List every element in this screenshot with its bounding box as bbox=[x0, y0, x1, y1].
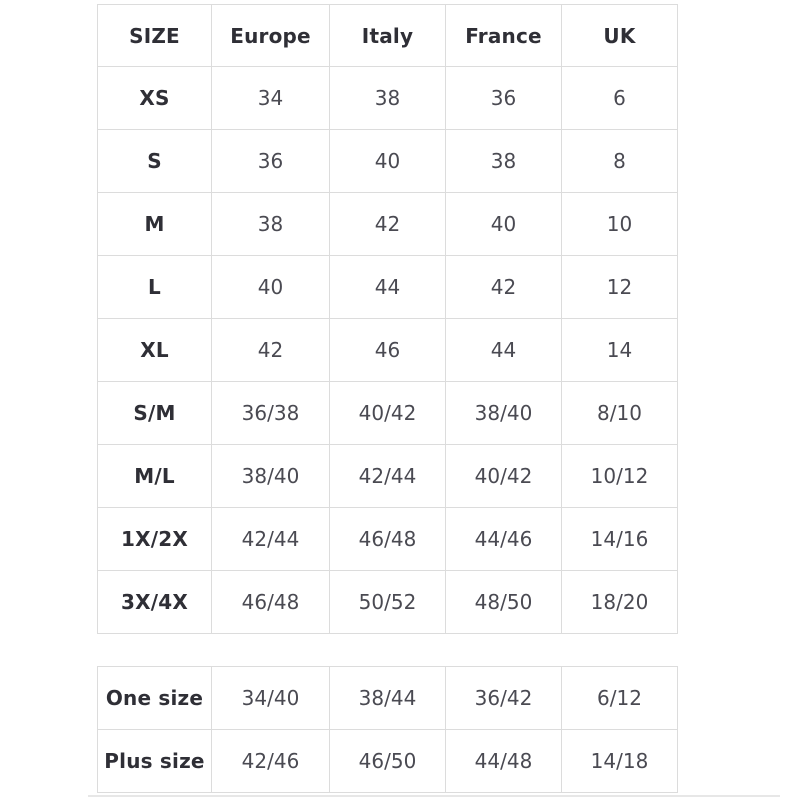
value-cell: 40 bbox=[329, 129, 446, 193]
value-cell: 12 bbox=[561, 255, 678, 319]
value-cell: 6 bbox=[561, 66, 678, 130]
value-cell: 46/48 bbox=[329, 507, 446, 571]
size-label: XL bbox=[97, 318, 212, 382]
value-cell: 18/20 bbox=[561, 570, 678, 634]
size-label: 1X/2X bbox=[97, 507, 212, 571]
table-row-xl: XL 42 46 44 14 bbox=[97, 318, 678, 382]
header-cell-europe: Europe bbox=[211, 4, 330, 67]
table-row-m: M 38 42 40 10 bbox=[97, 192, 678, 256]
value-cell: 46/48 bbox=[211, 570, 330, 634]
header-cell-size: SIZE bbox=[97, 4, 212, 67]
value-cell: 8/10 bbox=[561, 381, 678, 445]
value-cell: 38/44 bbox=[329, 666, 446, 730]
value-cell: 38 bbox=[445, 129, 562, 193]
value-cell: 40/42 bbox=[445, 444, 562, 508]
size-conversion-table: SIZE Europe Italy France UK XS 34 38 36 … bbox=[97, 4, 678, 634]
value-cell: 36/42 bbox=[445, 666, 562, 730]
value-cell: 34 bbox=[211, 66, 330, 130]
value-cell: 42 bbox=[445, 255, 562, 319]
value-cell: 48/50 bbox=[445, 570, 562, 634]
value-cell: 38 bbox=[329, 66, 446, 130]
size-label: One size bbox=[97, 666, 212, 730]
value-cell: 36/38 bbox=[211, 381, 330, 445]
value-cell: 40 bbox=[445, 192, 562, 256]
special-sizes-table: One size 34/40 38/44 36/42 6/12 Plus siz… bbox=[97, 666, 678, 793]
value-cell: 14/18 bbox=[561, 729, 678, 793]
value-cell: 42/44 bbox=[211, 507, 330, 571]
value-cell: 42/46 bbox=[211, 729, 330, 793]
size-label: 3X/4X bbox=[97, 570, 212, 634]
size-label: Plus size bbox=[97, 729, 212, 793]
table-row-xs: XS 34 38 36 6 bbox=[97, 66, 678, 130]
value-cell: 40/42 bbox=[329, 381, 446, 445]
table-row-s: S 36 40 38 8 bbox=[97, 129, 678, 193]
value-cell: 44/46 bbox=[445, 507, 562, 571]
value-cell: 38 bbox=[211, 192, 330, 256]
size-label: M bbox=[97, 192, 212, 256]
value-cell: 42/44 bbox=[329, 444, 446, 508]
value-cell: 42 bbox=[329, 192, 446, 256]
value-cell: 6/12 bbox=[561, 666, 678, 730]
table-row-one-size: One size 34/40 38/44 36/42 6/12 bbox=[97, 666, 678, 730]
size-label: XS bbox=[97, 66, 212, 130]
value-cell: 44/48 bbox=[445, 729, 562, 793]
value-cell: 50/52 bbox=[329, 570, 446, 634]
value-cell: 40 bbox=[211, 255, 330, 319]
bottom-divider bbox=[88, 795, 780, 797]
value-cell: 8 bbox=[561, 129, 678, 193]
table-header-row: SIZE Europe Italy France UK bbox=[97, 4, 678, 67]
value-cell: 46/50 bbox=[329, 729, 446, 793]
size-label: S bbox=[97, 129, 212, 193]
value-cell: 44 bbox=[445, 318, 562, 382]
value-cell: 36 bbox=[211, 129, 330, 193]
value-cell: 42 bbox=[211, 318, 330, 382]
value-cell: 36 bbox=[445, 66, 562, 130]
value-cell: 46 bbox=[329, 318, 446, 382]
value-cell: 14/16 bbox=[561, 507, 678, 571]
value-cell: 38/40 bbox=[211, 444, 330, 508]
value-cell: 14 bbox=[561, 318, 678, 382]
value-cell: 10 bbox=[561, 192, 678, 256]
table-row-l: L 40 44 42 12 bbox=[97, 255, 678, 319]
table-row-ml: M/L 38/40 42/44 40/42 10/12 bbox=[97, 444, 678, 508]
size-label: L bbox=[97, 255, 212, 319]
table-row-1x2x: 1X/2X 42/44 46/48 44/46 14/16 bbox=[97, 507, 678, 571]
header-cell-italy: Italy bbox=[329, 4, 446, 67]
table-row-3x4x: 3X/4X 46/48 50/52 48/50 18/20 bbox=[97, 570, 678, 634]
header-cell-uk: UK bbox=[561, 4, 678, 67]
size-label: S/M bbox=[97, 381, 212, 445]
value-cell: 44 bbox=[329, 255, 446, 319]
value-cell: 34/40 bbox=[211, 666, 330, 730]
table-row-sm: S/M 36/38 40/42 38/40 8/10 bbox=[97, 381, 678, 445]
header-cell-france: France bbox=[445, 4, 562, 67]
value-cell: 38/40 bbox=[445, 381, 562, 445]
value-cell: 10/12 bbox=[561, 444, 678, 508]
size-label: M/L bbox=[97, 444, 212, 508]
table-row-plus-size: Plus size 42/46 46/50 44/48 14/18 bbox=[97, 729, 678, 793]
